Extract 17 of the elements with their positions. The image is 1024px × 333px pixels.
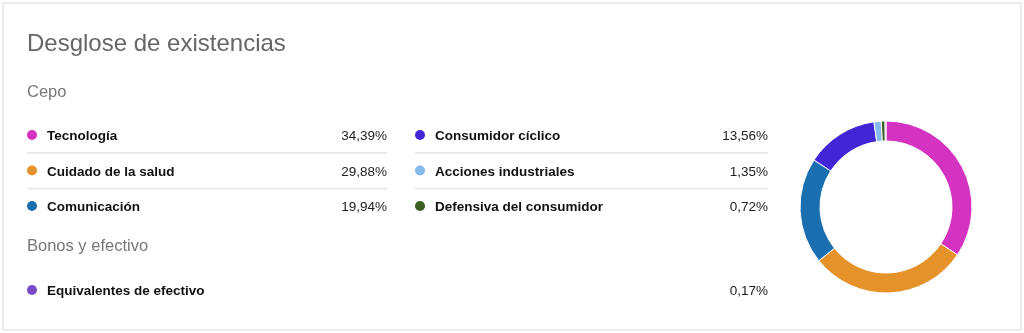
data-label: 34,39% [341,128,387,143]
text: Cepo [27,82,67,100]
text: Bonos y efectivo [27,236,149,254]
data-label: 0,72% [729,199,768,214]
data-label: 19,94% [341,199,387,214]
data-label: 29,88% [341,163,387,179]
legend-label: Tecnología [47,128,118,143]
legend-label: Equivalentes de efectivo [47,283,205,298]
legend-label: Defensiva del consumidor [435,199,604,214]
legend-label: Comunicación [47,199,141,214]
data-label: 0,17% [729,283,768,298]
legend-label: Acciones industriales [435,163,575,179]
legend-label: Cuidado de la salud [47,163,175,179]
data-label: 13,56% [722,128,768,143]
legend-label: Consumidor cíclico [435,128,561,143]
chart-title: Desglose de existencias [27,29,286,56]
data-label: 1,35% [729,163,768,179]
